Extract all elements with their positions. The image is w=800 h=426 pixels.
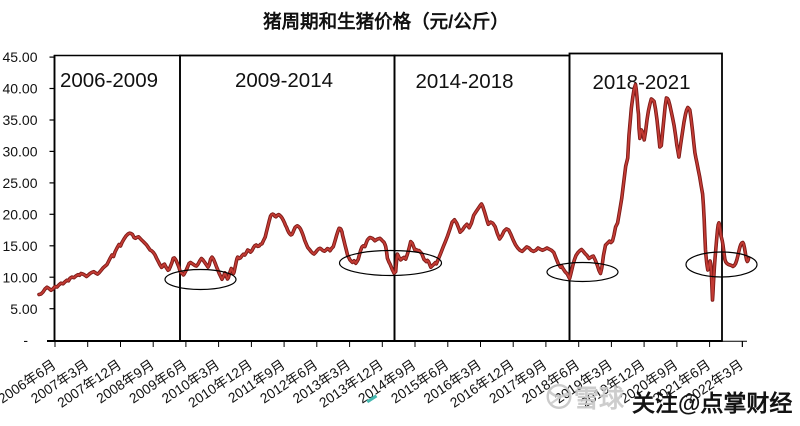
svg-text:2018-2021: 2018-2021 (592, 71, 690, 94)
svg-text:15.00: 15.00 (2, 238, 37, 254)
svg-text:2009-2014: 2009-2014 (235, 69, 333, 92)
svg-text:2014-2018: 2014-2018 (415, 70, 513, 93)
svg-text:20.00: 20.00 (2, 206, 37, 222)
svg-text:-: - (23, 332, 28, 348)
svg-text:45.00: 45.00 (2, 49, 37, 65)
svg-text:30.00: 30.00 (2, 144, 37, 160)
svg-text:25.00: 25.00 (2, 175, 37, 191)
svg-text:关注@点掌财经: 关注@点掌财经 (632, 390, 792, 416)
svg-text:35.00: 35.00 (2, 112, 37, 128)
svg-text:40.00: 40.00 (2, 81, 37, 97)
svg-text:猪周期和生猪价格（元/公斤）: 猪周期和生猪价格（元/公斤） (262, 11, 509, 32)
svg-text:10.00: 10.00 (2, 269, 37, 285)
svg-text:雪球: 雪球 (574, 385, 625, 413)
svg-text:2006-2009: 2006-2009 (60, 69, 158, 92)
svg-text:5.00: 5.00 (10, 301, 37, 317)
